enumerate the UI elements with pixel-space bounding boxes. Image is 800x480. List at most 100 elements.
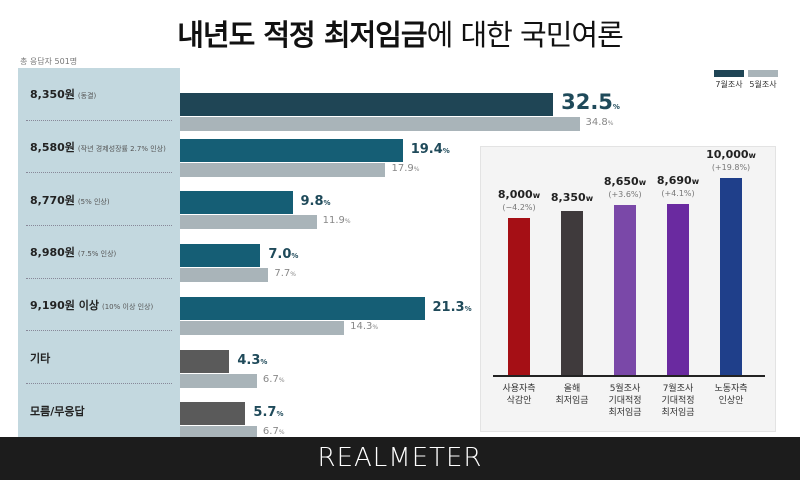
value-label-may: 14.3% xyxy=(350,321,378,332)
row-divider xyxy=(26,277,172,279)
bar-july xyxy=(180,244,261,268)
x-axis-line xyxy=(493,375,765,377)
value-label-may: 11.9% xyxy=(323,215,351,226)
value: 17.9 xyxy=(391,162,414,174)
legend-swatch xyxy=(714,70,744,77)
wage-change-label: (+3.6%) xyxy=(608,190,642,199)
value-label-july: 32.5% xyxy=(561,90,620,114)
wage-change-label: (+19.8%) xyxy=(711,163,751,172)
value: 9.8 xyxy=(300,194,324,210)
bar-july xyxy=(180,349,230,373)
value: 8,350 xyxy=(550,191,586,204)
category-note: (10% 이상 인상) xyxy=(101,303,154,312)
bar-may xyxy=(180,373,257,388)
value-label-july: 5.7% xyxy=(253,405,283,420)
wage-bar xyxy=(614,205,636,375)
category-name: 8,770원 xyxy=(30,193,75,207)
category-panel xyxy=(18,68,180,437)
legend-item: 5월조사 xyxy=(748,70,778,90)
category-row: 8,580원 (작년 경제성장률 2.7% 인상) xyxy=(18,121,180,174)
row-divider xyxy=(26,330,172,332)
unit: % xyxy=(278,376,285,384)
category-row: 기타 xyxy=(18,332,180,385)
unit: % xyxy=(260,357,268,366)
unit: w xyxy=(748,151,756,160)
unit: % xyxy=(291,252,299,261)
bar-may xyxy=(180,268,269,283)
category-row: 9,190원 이상 (10% 이상 인상) xyxy=(18,279,180,332)
category-note: (동결) xyxy=(77,92,97,101)
unit: w xyxy=(691,177,700,187)
unit: w xyxy=(585,194,594,203)
wage-change-label: (−4.2%) xyxy=(502,203,536,212)
category-label: 8,350원 (동결) xyxy=(30,86,96,102)
category-note: (7.5% 인상) xyxy=(77,250,117,259)
legend-swatch xyxy=(748,70,778,77)
category-row: 8,980원 (7.5% 인상) xyxy=(18,226,180,279)
value-label-may: 6.7% xyxy=(263,374,285,385)
bar-may xyxy=(180,162,386,177)
wage-category-label: 노동자측 인상안 xyxy=(714,384,748,406)
wage-value-label: 10,000w xyxy=(696,148,766,161)
value-label-july: 21.3% xyxy=(433,300,472,315)
unit: % xyxy=(323,199,331,208)
value: 7.7 xyxy=(274,268,291,280)
wage-category-label: 5월조사 기대적정 최저임금 xyxy=(608,384,642,418)
legend: 7월조사 5월조사 xyxy=(714,70,778,90)
value: 7.0 xyxy=(268,247,292,263)
category-name: 기타 xyxy=(30,351,51,365)
unit: % xyxy=(344,218,351,226)
category-name: 모름/무응답 xyxy=(30,404,85,418)
row-divider xyxy=(26,119,172,121)
unit: % xyxy=(464,304,472,313)
wage-change-label: (+4.1%) xyxy=(661,189,695,199)
value: 14.3 xyxy=(350,320,373,332)
page-title: 내년도 적정 최저임금에 대한 국민여론 xyxy=(0,12,800,54)
value: 10,000 xyxy=(706,148,749,161)
wage-category-label: 올해 최저임금 xyxy=(555,384,589,406)
value-label-july: 9.8% xyxy=(301,194,331,209)
value-label-may: 6.7% xyxy=(263,426,285,437)
bar-may xyxy=(180,320,345,335)
value-label-may: 17.9% xyxy=(391,163,419,174)
bar-may xyxy=(180,426,257,441)
bar-july xyxy=(180,93,554,116)
unit: % xyxy=(372,323,379,331)
bar-july xyxy=(180,296,425,320)
category-name: 8,980원 xyxy=(30,246,75,260)
wage-category-label: 7월조사 기대적정 최저임금 xyxy=(661,384,695,418)
bar-july xyxy=(180,191,293,215)
category-label: 모름/무응답 xyxy=(30,403,88,419)
category-row: 8,770원 (5% 인상) xyxy=(18,173,180,227)
bar-july xyxy=(180,138,403,162)
value: 11.9 xyxy=(322,215,345,227)
category-name: 8,350원 xyxy=(30,88,75,102)
category-row: 8,350원 (동결) xyxy=(18,68,180,121)
legend-label: 7월조사 xyxy=(715,80,743,89)
wage-bar xyxy=(561,211,583,375)
value: 8,690 xyxy=(656,174,692,188)
bar-may xyxy=(180,215,317,230)
unit: % xyxy=(413,165,420,173)
value: 8,650 xyxy=(603,175,639,188)
category-row: 모름/무응답 xyxy=(18,384,180,437)
category-label: 9,190원 이상 (10% 이상 인상) xyxy=(30,297,153,313)
row-divider xyxy=(26,225,172,227)
value: 34.8 xyxy=(585,117,608,128)
value: 4.3 xyxy=(237,352,261,368)
wage-value-label: 8,690w xyxy=(643,174,713,187)
wage-bar xyxy=(720,178,742,375)
wage-bar xyxy=(667,204,689,375)
wage-value-label: 8,350w xyxy=(537,191,607,204)
unit: % xyxy=(290,271,296,279)
wage-bar xyxy=(508,218,530,375)
row-divider xyxy=(26,383,172,385)
category-label: 기타 xyxy=(30,350,53,366)
value: 32.5 xyxy=(561,90,613,114)
brand-footer: REALMETER xyxy=(0,437,800,480)
value-label-july: 7.0% xyxy=(268,247,298,262)
value: 21.3 xyxy=(432,299,465,315)
category-note: (5% 인상) xyxy=(77,197,110,206)
legend-item: 7월조사 xyxy=(714,70,744,90)
value: 5.7 xyxy=(253,405,277,421)
